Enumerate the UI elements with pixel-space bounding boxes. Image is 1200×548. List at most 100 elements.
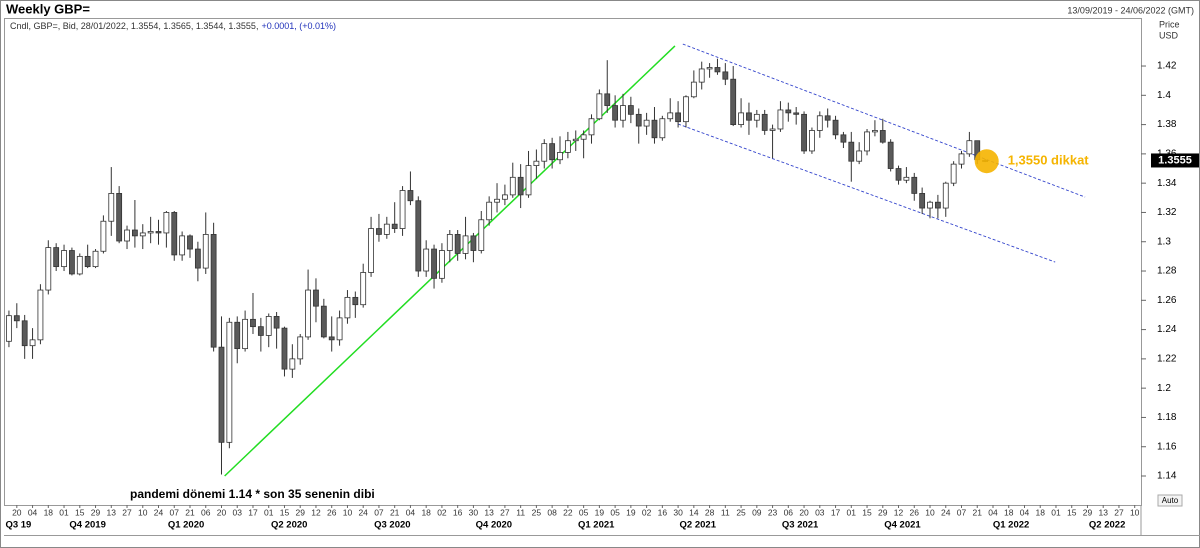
candle-body	[950, 163, 957, 184]
date-range: 13/09/2019 - 24/06/2022 (GMT)	[1067, 5, 1194, 15]
candle-body	[557, 152, 563, 161]
y-tick-label: 1.24	[1157, 324, 1177, 335]
candle-body	[376, 228, 382, 235]
plot-area	[6, 43, 1086, 477]
x-tick-label: 29	[91, 507, 101, 517]
x-tick-label: 10	[925, 507, 935, 517]
x-tick-label: 09	[752, 507, 762, 517]
x-tick-label: 13	[107, 507, 117, 517]
candle-body	[155, 231, 162, 234]
y-tick-label: 1.32	[1157, 207, 1177, 218]
candle-body	[486, 201, 493, 221]
quarter-label: Q1 2022	[993, 520, 1029, 531]
candle-body	[588, 118, 595, 136]
y-tick-label: 1.22	[1157, 354, 1177, 365]
x-tick-label: 11	[721, 507, 730, 517]
x-tick-label: 03	[233, 507, 243, 517]
candle-body	[533, 160, 540, 166]
y-tick-label: 1.3	[1157, 236, 1171, 247]
candle-body	[761, 113, 768, 131]
x-tick-label: 16	[453, 507, 463, 517]
candle-body	[344, 296, 351, 319]
plot-frame	[4, 18, 1142, 506]
candle-body	[934, 201, 941, 209]
quarter-label: Q3 2020	[374, 520, 410, 531]
y-tick-label: 1.38	[1157, 119, 1177, 130]
x-tick-label: 25	[736, 507, 746, 517]
candle-body	[124, 229, 130, 242]
x-tick-label: 01	[59, 507, 69, 517]
x-tick-label: 10	[343, 507, 353, 517]
candle-body	[218, 346, 225, 443]
x-tick-label: 27	[500, 507, 510, 517]
x-tick-label: 02	[437, 507, 447, 517]
x-tick-label: 20	[12, 507, 22, 517]
x-tick-label: 10	[138, 507, 148, 517]
candle-body	[659, 118, 666, 139]
candle-body	[895, 168, 902, 181]
x-tick-label: 26	[910, 507, 920, 517]
x-tick-label: 28	[705, 507, 715, 517]
x-tick-label: 05	[579, 507, 589, 517]
x-tick-label: 29	[878, 507, 888, 517]
candle-body	[832, 119, 839, 136]
candle-body	[470, 235, 477, 251]
candle-body	[281, 327, 288, 370]
quarter-label: Q2 2021	[680, 520, 717, 531]
candle-body	[580, 134, 587, 140]
x-tick-label: 15	[280, 507, 290, 517]
candle-body	[407, 190, 414, 202]
candle-body	[399, 190, 406, 229]
candle-body	[147, 231, 154, 234]
candle-body	[29, 339, 36, 347]
candle-body	[234, 321, 241, 350]
candle-body	[313, 289, 319, 307]
x-tick-label: 18	[421, 507, 431, 517]
quarter-label: Q4 2020	[476, 520, 512, 531]
y-tick-label: 1.18	[1157, 412, 1177, 423]
x-tick-label: 14	[689, 507, 699, 517]
y-tick-label: 1.2	[1157, 383, 1171, 394]
candle-body	[572, 138, 579, 142]
x-tick-label: 18	[44, 507, 54, 517]
candle-body	[612, 105, 619, 121]
candle-body	[683, 96, 689, 123]
candle-body	[730, 78, 737, 125]
candle-body	[502, 194, 508, 200]
x-tick-label: 04	[28, 507, 38, 517]
quarter-label: Q2 2020	[271, 520, 307, 531]
quarter-label: Q1 2021	[578, 520, 615, 531]
candle-body	[21, 320, 28, 347]
candle-body	[431, 248, 437, 279]
x-tick-label: 12	[894, 507, 904, 517]
candle-body	[596, 93, 603, 120]
x-tick-label: 01	[264, 507, 274, 517]
candle-body	[525, 165, 532, 196]
candle-body	[257, 326, 264, 336]
candle-body	[53, 247, 60, 268]
x-tick-label: 15	[1067, 507, 1077, 517]
info-values: Cndl, GBP=, Bid, 28/01/2022, 1.3554, 1.3…	[10, 21, 258, 31]
candle-body	[69, 250, 75, 275]
candle-body	[919, 193, 926, 209]
candle-body	[13, 315, 20, 322]
candle-body	[391, 223, 398, 229]
x-tick-label: 17	[831, 507, 841, 517]
candle-body	[76, 255, 83, 275]
candle-body	[911, 176, 918, 194]
candle-body	[722, 71, 729, 80]
candle-body	[108, 193, 115, 222]
candle-body	[627, 105, 634, 115]
candle-body	[604, 93, 611, 106]
candle-body	[856, 150, 863, 162]
candle-body	[139, 232, 146, 237]
candle-body	[273, 316, 280, 329]
scale-mode[interactable]: Auto	[1162, 496, 1179, 505]
highlight-label: 1,3550 dikkat	[1008, 153, 1090, 168]
candle-body	[824, 115, 831, 121]
candle-body	[194, 248, 201, 269]
candle-body	[769, 128, 776, 131]
scale-mode-box[interactable]	[1157, 494, 1183, 507]
x-tick-label: 05	[610, 507, 620, 517]
candle-body	[509, 176, 516, 196]
